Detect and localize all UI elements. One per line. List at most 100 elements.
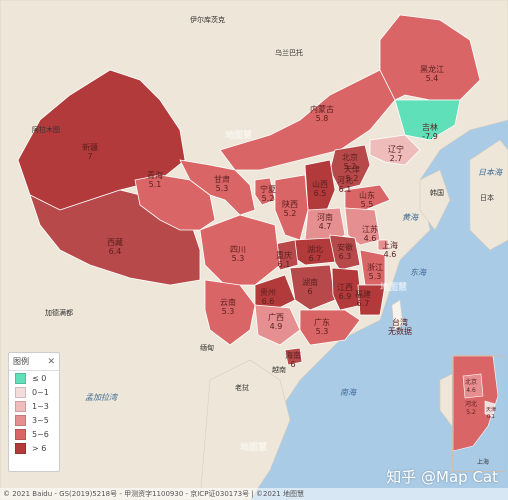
legend-item: > 6 <box>9 441 59 455</box>
province-value: 4.7 <box>319 222 332 231</box>
province-value: 6.6 <box>262 297 275 306</box>
province-name: 北京 <box>342 152 358 162</box>
city-label: 加德满都 <box>45 308 73 317</box>
province-shanghai <box>377 239 389 251</box>
legend-title: 图例 <box>13 357 29 366</box>
province-value: 6.4 <box>109 247 122 256</box>
legend-label: > 6 <box>32 443 47 453</box>
province-labels: 新疆7西藏6.4青海5.1甘肃5.3内蒙古5.8黑龙江5.4吉林-7.9辽宁2.… <box>82 64 444 369</box>
inset-value: 4.6 <box>466 387 476 394</box>
province-value: -7.9 <box>422 132 438 141</box>
map-stamp: 地图慧 <box>240 443 268 453</box>
province-name: 内蒙古 <box>310 104 334 114</box>
sea-label: 东海 <box>410 268 427 277</box>
province-fujian <box>357 284 386 316</box>
province-guizhou <box>254 274 296 311</box>
province-name: 安徽 <box>337 242 353 252</box>
province-name: 黑龙江 <box>420 64 444 74</box>
map-stamp: 地图慧 <box>225 131 253 141</box>
province-name: 宁夏 <box>260 184 276 194</box>
province-value: 5.3 <box>316 327 329 336</box>
province-value: 6.9 <box>339 292 352 301</box>
legend-header: 图例 ✕ <box>9 353 59 371</box>
sea-label: 孟加拉湾 <box>85 393 119 402</box>
copyright-footer[interactable]: © 2021 Baidu - GS(2019)5218号 - 甲测资字11009… <box>0 488 508 500</box>
legend-label: 3~5 <box>32 415 49 425</box>
province-name: 河南 <box>317 212 333 222</box>
province-name: 重庆 <box>276 250 292 260</box>
province-value: 5.3 <box>222 307 235 316</box>
inset-label: 上海 <box>477 458 489 466</box>
province-name: 四川 <box>230 245 246 254</box>
province-value: 4.6 <box>364 234 377 243</box>
city-label: 日本 <box>480 193 494 202</box>
province-jiangxi <box>331 267 363 311</box>
province-name: 上海 <box>382 240 398 250</box>
province-name: 辽宁 <box>388 144 404 154</box>
province-liaoning <box>369 134 421 166</box>
province-value: 无数据 <box>388 326 412 336</box>
province-gansu <box>179 159 256 216</box>
province-value: 6.7 <box>309 254 322 263</box>
legend-label: 0~1 <box>32 387 49 397</box>
province-guangxi <box>254 304 301 346</box>
province-name: 湖南 <box>302 277 318 287</box>
inset-label: 天津 <box>486 406 496 413</box>
province-value: 4.9 <box>270 322 283 331</box>
close-icon[interactable]: ✕ <box>47 356 55 367</box>
province-value: 5.1 <box>149 180 162 189</box>
province-value: 6 <box>307 287 312 296</box>
city-label: 缅甸 <box>200 343 214 352</box>
province-value: 5.3 <box>232 254 245 263</box>
city-label: 乌兰巴托 <box>275 48 303 57</box>
city-label: 韩国 <box>430 188 444 197</box>
legend-swatch <box>15 414 26 426</box>
province-name: 山西 <box>312 179 328 189</box>
inset-svg: 北京 4.6 河北 5.2 天津 0.1 上海 <box>453 356 505 471</box>
inset-map[interactable]: 北京 4.6 河北 5.2 天津 0.1 上海 <box>452 355 506 472</box>
province-sichuan <box>199 214 281 286</box>
province-value: 6.1 <box>339 185 352 194</box>
watermark: 知乎 @Map Cat <box>386 468 498 486</box>
province-name: 陕西 <box>282 199 298 209</box>
legend-item: 3~5 <box>9 413 59 427</box>
province-name: 青海 <box>147 170 163 180</box>
legend-label: 5~6 <box>32 429 49 439</box>
province-value: 5.5 <box>361 200 374 209</box>
province-name: 海南 <box>285 350 301 360</box>
province-name: 广东 <box>314 317 330 327</box>
province-name: 甘肃 <box>214 174 230 184</box>
province-hunan <box>289 264 336 311</box>
province-name: 贵州 <box>260 287 276 297</box>
province-value: 5.2 <box>262 194 275 203</box>
map-stamp: 地图慧 <box>380 283 408 293</box>
province-value: 5.2 <box>344 162 357 171</box>
province-value: 5.3 <box>216 184 229 193</box>
province-name: 福建 <box>355 289 371 299</box>
province-value: 4.6 <box>384 250 397 259</box>
province-value: 6.5 <box>314 189 327 198</box>
province-shandong <box>344 184 391 211</box>
province-hainan <box>284 347 303 366</box>
province-guangdong <box>299 309 361 346</box>
city-label: 伊尔库茨克 <box>190 15 225 24</box>
legend-label: ≤ 0 <box>32 373 47 383</box>
province-value: 5.3 <box>369 272 382 281</box>
inset-label: 北京 <box>465 378 477 386</box>
legend-swatch <box>15 442 26 454</box>
province-value: 2.7 <box>390 154 403 163</box>
province-name: 山东 <box>359 190 375 200</box>
province-name: 江西 <box>337 283 353 292</box>
city-label: 越南 <box>272 365 286 374</box>
province-name: 河北 <box>337 175 353 185</box>
sea-label: 南海 <box>340 388 357 397</box>
legend-panel: 图例 ✕ ≤ 0 0~1 1~3 3~5 5~6 > 6 <box>8 352 60 472</box>
legend-swatch <box>15 386 26 398</box>
province-name: 江苏 <box>362 224 378 234</box>
sea-label: 黄海 <box>402 213 419 222</box>
legend-item: ≤ 0 <box>9 371 59 385</box>
province-value: 6.7 <box>357 299 370 308</box>
city-label: 老挝 <box>235 383 249 392</box>
province-taiwan <box>391 299 404 331</box>
